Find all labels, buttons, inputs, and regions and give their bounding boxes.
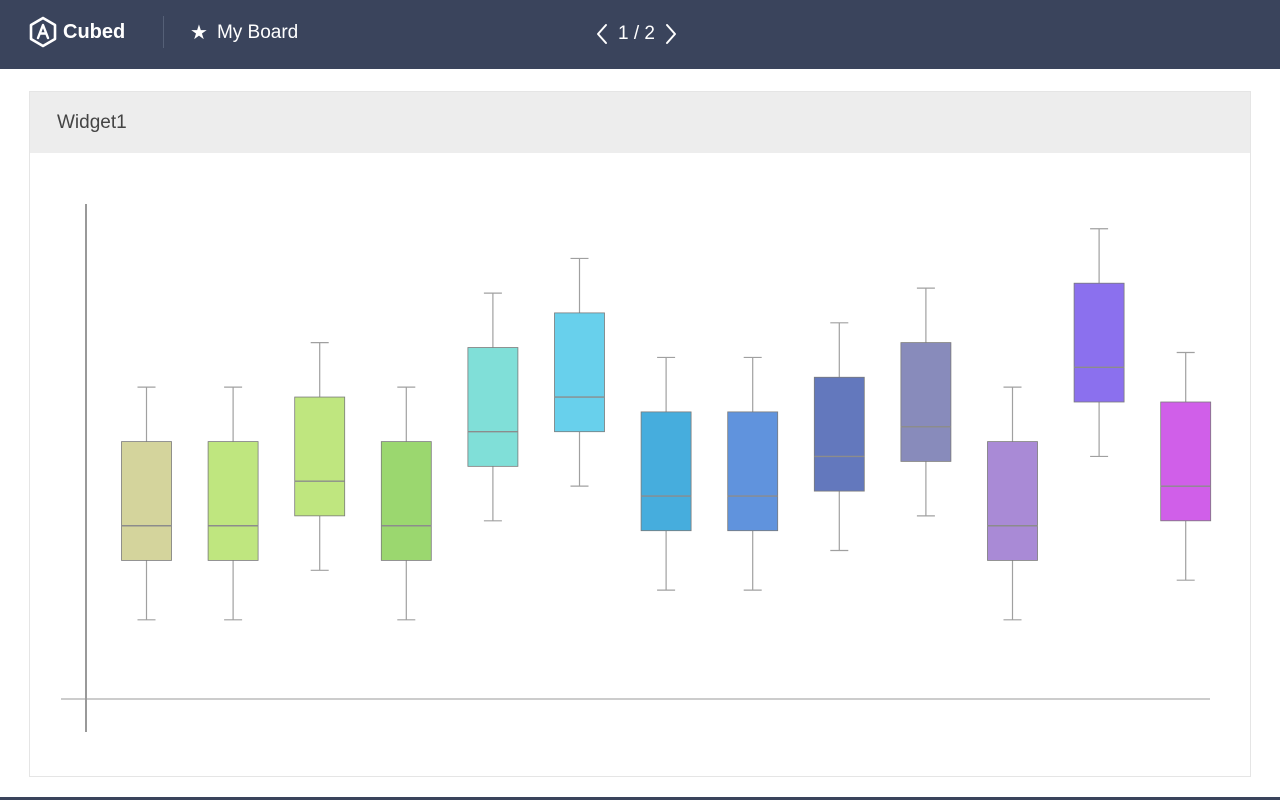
box-body bbox=[640, 411, 692, 532]
box-body bbox=[554, 312, 605, 433]
header-divider bbox=[163, 16, 164, 48]
footer-bar bbox=[0, 797, 1280, 800]
page-indicator: 1 / 2 bbox=[618, 23, 655, 44]
box-body bbox=[727, 411, 779, 532]
star-icon: ★ bbox=[190, 22, 208, 44]
widget-title: Widget1 bbox=[57, 111, 127, 133]
box-series bbox=[121, 228, 1212, 621]
box-item bbox=[207, 386, 259, 621]
box-item bbox=[900, 287, 952, 517]
board-title: My Board bbox=[216, 22, 299, 43]
top-navigation-bar: Cubed ★ My Board 1 / 2 bbox=[0, 0, 1280, 69]
box-body bbox=[1160, 401, 1212, 522]
box-item bbox=[727, 356, 779, 591]
box-item bbox=[294, 342, 346, 571]
box-item bbox=[987, 386, 1038, 621]
widget-header: Widget1 bbox=[30, 92, 1250, 153]
box-body bbox=[1073, 282, 1125, 403]
widget-panel: Widget1 bbox=[29, 91, 1251, 777]
box-item bbox=[813, 322, 865, 552]
brand-name: Cubed bbox=[63, 20, 126, 43]
box-body bbox=[467, 347, 519, 467]
chevron-right-icon bbox=[665, 24, 676, 44]
page-navigator: 1 / 2 bbox=[592, 20, 681, 48]
box-item bbox=[640, 356, 692, 591]
box-item bbox=[1160, 351, 1212, 581]
box-body bbox=[987, 441, 1038, 561]
box-item bbox=[467, 292, 519, 522]
next-page-button[interactable] bbox=[661, 20, 681, 48]
box-item bbox=[121, 386, 172, 621]
box-body bbox=[813, 376, 865, 492]
box-item bbox=[554, 257, 605, 487]
box-body bbox=[207, 441, 259, 561]
box-item bbox=[1073, 228, 1125, 458]
box-body bbox=[380, 441, 432, 561]
box-body bbox=[294, 396, 346, 517]
previous-page-button[interactable] bbox=[592, 20, 612, 48]
box-body bbox=[900, 342, 952, 462]
hexagon-a-logo-icon bbox=[29, 16, 57, 48]
board-selector[interactable]: ★ My Board bbox=[190, 18, 298, 48]
chevron-left-icon bbox=[597, 24, 607, 44]
box-plot-chart bbox=[61, 204, 1212, 732]
brand-logo[interactable]: Cubed bbox=[29, 16, 125, 48]
box-item bbox=[380, 386, 432, 621]
box-body bbox=[121, 441, 172, 561]
